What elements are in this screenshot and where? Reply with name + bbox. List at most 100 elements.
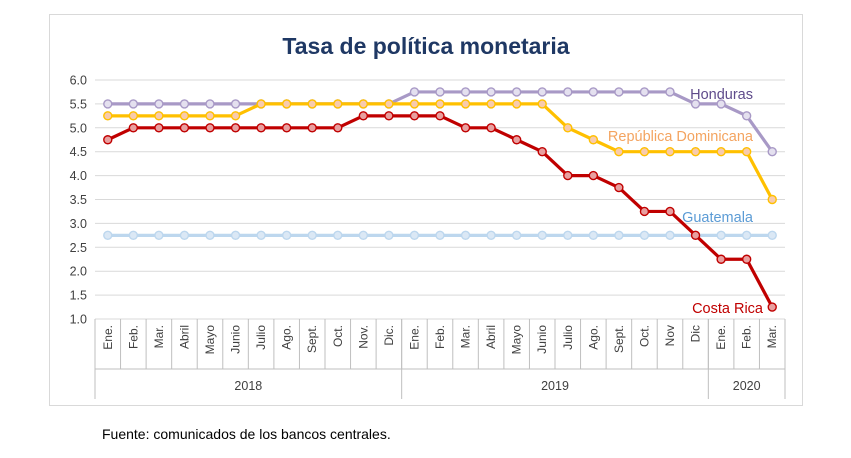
data-point [409, 111, 420, 121]
data-point [716, 99, 726, 109]
x-tick-label: Dic [689, 325, 703, 342]
data-point [128, 123, 139, 133]
x-tick-label: Abril [484, 325, 498, 349]
data-point [128, 111, 139, 121]
data-point [256, 230, 266, 241]
data-point [333, 99, 343, 109]
data-point [256, 99, 266, 109]
data-point [563, 87, 573, 97]
data-point [307, 230, 317, 241]
data-point [563, 230, 573, 241]
data-point [384, 111, 394, 121]
data-point [230, 123, 241, 133]
data-point [435, 87, 445, 97]
data-point [716, 146, 726, 157]
data-point [358, 230, 369, 241]
data-point [716, 230, 726, 241]
x-tick-label: Ene. [407, 325, 421, 350]
x-tick-label: Ene. [101, 325, 115, 350]
y-tick-label: 3.0 [70, 217, 87, 231]
data-point [486, 99, 496, 109]
data-point [179, 123, 190, 133]
data-point [486, 230, 496, 241]
data-point [358, 99, 369, 109]
data-point [639, 87, 650, 97]
data-point [179, 99, 190, 109]
data-point [179, 230, 190, 241]
data-point [154, 230, 164, 241]
data-point [435, 230, 445, 241]
data-point [103, 135, 113, 145]
chart-frame: Tasa de política monetaria 6.0 5.5 5.0 4.5 4… [49, 14, 803, 406]
y-axis: 6.0 5.5 5.0 4.5 4.0 3.5 3.0 2.5 2.0 1.5 1.0 [70, 74, 87, 327]
data-point [460, 87, 471, 97]
data-point [409, 87, 420, 97]
data-point [358, 111, 369, 121]
data-point [230, 230, 241, 241]
data-point [665, 87, 675, 97]
y-tick-label: 5.5 [70, 97, 87, 111]
x-tick-label: Oct. [637, 325, 651, 347]
data-point [588, 230, 599, 241]
y-tick-label: 1.0 [70, 313, 87, 327]
data-point [384, 99, 394, 109]
data-point [639, 206, 650, 217]
x-tick-label: Nov. [356, 325, 370, 349]
y-tick-label: 6.0 [70, 74, 87, 88]
data-point [333, 123, 343, 133]
series-label: Guatemala [682, 210, 754, 226]
data-point [281, 99, 292, 109]
data-point [435, 111, 445, 121]
x-tick-label: Feb. [740, 325, 754, 349]
data-point [460, 99, 471, 109]
data-point [460, 123, 471, 133]
data-point [103, 99, 113, 109]
data-point [511, 230, 522, 241]
data-point [614, 230, 624, 241]
series-label: República Dominicana [608, 129, 754, 145]
y-tick-label: 4.5 [70, 145, 87, 159]
x-tick-label: Sept. [305, 325, 319, 353]
data-point [563, 170, 573, 181]
data-point [639, 230, 650, 241]
y-tick-label: 2.5 [70, 241, 87, 255]
data-point [435, 99, 445, 109]
data-point [511, 87, 522, 97]
series-rep-blica-dominicana [103, 99, 777, 205]
data-point [614, 182, 624, 193]
source-note: Fuente: comunicados de los bancos centra… [102, 426, 391, 442]
data-point [154, 99, 164, 109]
x-tick-label: Mayo [510, 325, 524, 355]
data-point [767, 302, 777, 312]
data-point [256, 123, 266, 133]
x-tick-label: Abril [177, 325, 191, 349]
data-point [741, 111, 752, 121]
data-point [128, 230, 139, 241]
data-point [716, 254, 726, 264]
x-tick-label: Junio [535, 325, 549, 354]
data-point [281, 230, 292, 241]
x-tick-label: Feb. [433, 325, 447, 349]
series-label: Honduras [690, 87, 753, 103]
data-point [588, 135, 599, 145]
line-chart: Tasa de política monetaria 6.0 5.5 5.0 4.5 4… [70, 33, 786, 399]
series-label: Costa Rica [692, 301, 764, 317]
series-layer [103, 87, 777, 312]
data-point [537, 87, 547, 97]
x-tick-label: Junio [229, 325, 243, 354]
y-tick-label: 3.5 [70, 193, 87, 207]
chart-title: Tasa de política monetaria [282, 33, 569, 59]
year-label: 2018 [234, 379, 262, 393]
x-tick-label: Sept. [612, 325, 626, 353]
data-point [103, 111, 113, 121]
data-point [741, 146, 752, 157]
series-guatemala [103, 230, 777, 241]
data-point [614, 146, 624, 157]
data-point [307, 123, 317, 133]
data-point [511, 99, 522, 109]
x-tick-label: Oct. [331, 325, 345, 347]
data-point [767, 146, 777, 157]
data-point [511, 135, 522, 145]
data-point [563, 123, 573, 133]
data-point [665, 206, 675, 217]
